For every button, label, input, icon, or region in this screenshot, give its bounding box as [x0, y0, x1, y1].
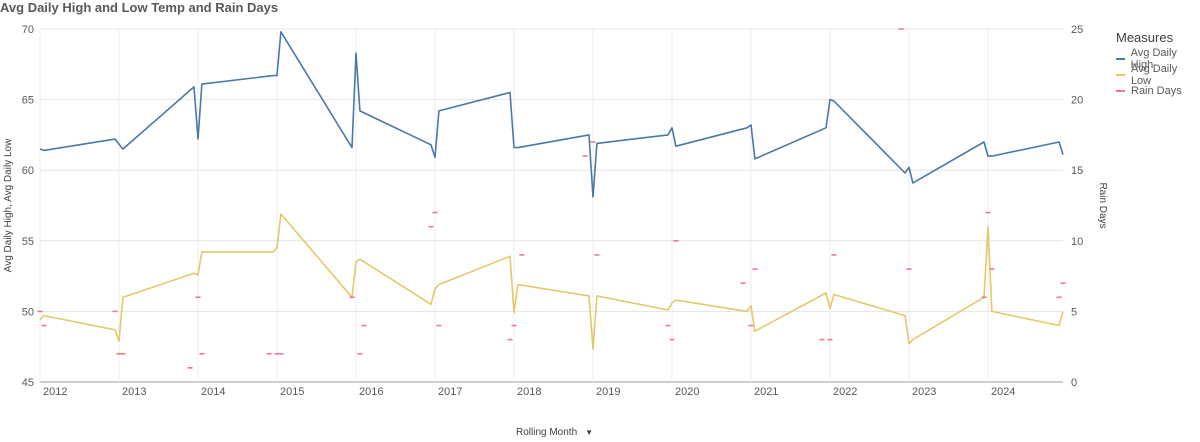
y2-tick-label: 20 — [1071, 95, 1083, 107]
x-tick-label: 2013 — [122, 386, 146, 398]
x-tick-label: 2024 — [991, 386, 1015, 398]
y-tick-label: 45 — [22, 377, 34, 389]
y2-tick-label: 10 — [1071, 236, 1083, 248]
legend-swatch-avg-daily-high — [1116, 58, 1125, 60]
legend-label-avg-daily-high: Avg Daily High — [1130, 47, 1177, 71]
y-axis-title: Avg Daily High, Avg Daily Low — [3, 138, 14, 272]
x-tick-label: 2018 — [517, 386, 541, 398]
legend-item-avg-daily-high[interactable]: Avg Daily High — [1116, 47, 1200, 71]
x-tick-label: 2021 — [754, 386, 778, 398]
series-line-avg-daily-high — [39, 30, 1064, 198]
x-tick-label: 2022 — [833, 386, 857, 398]
x-axis-dimension-selector[interactable]: Rolling Month ▼ — [516, 427, 593, 438]
y2-tick-label: 0 — [1071, 377, 1077, 389]
y-tick-label: 55 — [22, 236, 34, 248]
legend-item-avg-daily-low[interactable]: Avg Daily Low — [1116, 63, 1200, 87]
x-tick-label: 2015 — [280, 386, 304, 398]
caret-down-icon[interactable]: ▼ — [585, 428, 594, 437]
legend-swatch-rain-days — [1116, 90, 1125, 92]
y-tick-label: 60 — [22, 165, 34, 177]
legend-label-avg-daily-low: Avg Daily Low — [1130, 63, 1178, 87]
x-tick-label: 2023 — [912, 386, 936, 398]
legend-label-rain-days: Rain Days — [1131, 85, 1182, 97]
x-tick-label: 2017 — [438, 386, 462, 398]
legend-swatch-avg-daily-low — [1116, 74, 1125, 76]
legend-item-rain-days[interactable]: Rain Days — [1116, 83, 1200, 99]
legend-title: Measures — [1116, 30, 1174, 45]
x-tick-label: 2020 — [675, 386, 699, 398]
x-tick-label: 2019 — [596, 386, 620, 398]
x-tick-label: 2012 — [43, 386, 67, 398]
chart-title: Avg Daily High and Low Temp and Rain Day… — [0, 0, 279, 15]
y-tick-label: 50 — [22, 306, 34, 318]
x-axis-title: Rolling Month — [516, 427, 578, 438]
legend: Measures Avg Daily High Avg Daily Low Ra… — [1116, 30, 1200, 99]
y2-tick-label: 5 — [1071, 306, 1077, 318]
y2-tick-label: 15 — [1071, 165, 1083, 177]
x-tick-label: 2016 — [359, 386, 383, 398]
y2-tick-label: 25 — [1071, 24, 1083, 36]
y2-axis-title: Rain Days — [1097, 182, 1108, 228]
series-line-avg-daily-low — [39, 213, 1064, 351]
y-tick-label: 70 — [22, 24, 34, 36]
y-tick-label: 65 — [22, 95, 34, 107]
x-tick-label: 2014 — [201, 386, 225, 398]
